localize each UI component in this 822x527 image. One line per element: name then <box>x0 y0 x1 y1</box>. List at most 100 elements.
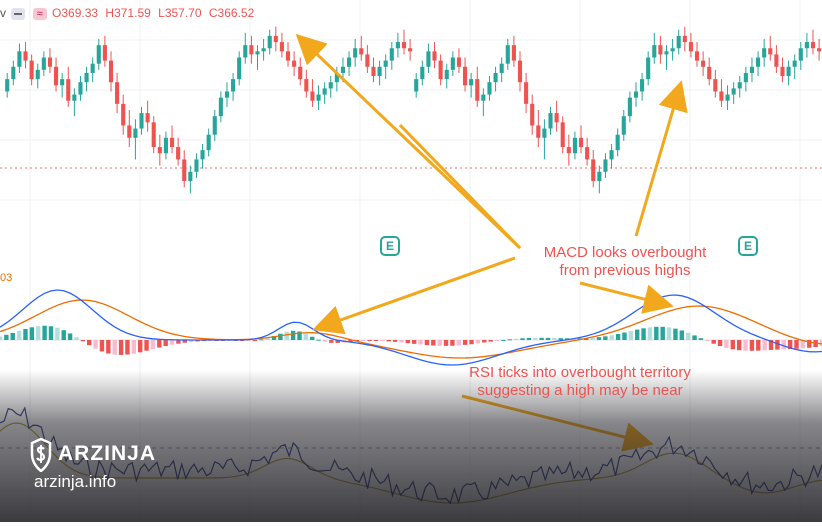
macd-histogram-bar <box>405 340 411 344</box>
candle-body <box>798 48 803 61</box>
macd-histogram-bar <box>488 340 493 342</box>
candle-body <box>395 42 400 49</box>
macd-histogram-bar <box>367 340 372 341</box>
macd-histogram-bar <box>717 340 723 347</box>
macd-histogram-bar <box>392 340 398 342</box>
earnings-icon[interactable]: E <box>380 236 400 256</box>
macd-histogram-bar <box>807 340 812 348</box>
candle-body <box>408 48 413 52</box>
candle-body <box>591 159 596 182</box>
candle-body <box>444 69 449 80</box>
macd-histogram-bar <box>112 340 117 355</box>
candle-body <box>169 137 175 148</box>
candle-body <box>78 82 83 95</box>
macd-histogram-bar <box>482 340 487 343</box>
candle-body <box>151 122 156 148</box>
macd-histogram-bar <box>29 327 35 340</box>
candle-body <box>640 79 645 92</box>
candle-body <box>212 116 217 135</box>
macd-histogram-bar <box>730 340 735 350</box>
candle-body <box>676 35 681 49</box>
macd-histogram-bar <box>373 340 379 341</box>
candle-body <box>737 82 742 89</box>
macd-histogram-bar <box>290 330 296 340</box>
candle-body <box>53 66 59 86</box>
macd-histogram-bar <box>590 337 595 340</box>
candle-body <box>279 42 284 52</box>
macd-histogram-bar <box>399 340 404 343</box>
candle-body <box>756 57 761 67</box>
candle-body <box>261 48 266 52</box>
candle-body <box>328 82 333 89</box>
macd-histogram-bar <box>67 333 73 340</box>
macd-histogram-bar <box>609 335 614 340</box>
candle-body <box>322 88 327 95</box>
candle-body <box>817 48 822 52</box>
macd-histogram-bar <box>768 340 774 350</box>
macd-histogram-bar <box>125 340 130 355</box>
candles <box>5 26 822 194</box>
macd-histogram-bar <box>284 331 289 340</box>
rsi-annotation-line1: RSI ticks into overbought territory <box>469 364 691 381</box>
candle-body <box>603 159 608 172</box>
macd-histogram-bar <box>335 340 340 343</box>
candle-body <box>200 150 205 160</box>
candle-body <box>597 171 602 182</box>
compare-icon[interactable]: ≈ <box>32 7 47 20</box>
minimize-icon[interactable] <box>11 7 26 20</box>
macd-histogram-bar <box>418 340 423 345</box>
macd-histogram-bar <box>756 340 761 351</box>
macd-histogram-bar <box>259 339 264 341</box>
candle-body <box>231 79 236 92</box>
macd-histogram-bar <box>48 326 54 340</box>
macd-histogram-bar <box>278 333 283 340</box>
macd-histogram-bar <box>169 340 175 345</box>
candle-body <box>566 147 571 154</box>
arrow-to-macd-recent-high <box>579 281 674 314</box>
candle-body <box>414 79 419 92</box>
macd-histogram-bar <box>176 340 181 344</box>
candle-body <box>371 66 376 77</box>
macd-histogram-bar <box>182 340 187 343</box>
candle-body <box>481 94 486 101</box>
macd-histogram-bar <box>462 340 468 345</box>
macd-histogram-bar <box>641 328 646 340</box>
macd-histogram-bar <box>533 337 538 340</box>
macd-histogram-bar <box>265 338 270 340</box>
candle-body <box>536 125 541 138</box>
macd-histogram-bar <box>106 340 111 354</box>
macd-histogram-bar <box>195 340 200 342</box>
candle-body <box>615 134 620 151</box>
macd-histogram-bar <box>4 334 9 340</box>
candle-body <box>310 91 315 101</box>
macd-histogram-bar <box>800 340 806 349</box>
candle-body <box>66 79 71 101</box>
macd-histogram-bar <box>99 340 105 352</box>
arrow-to-price-high <box>295 33 522 250</box>
macd-histogram-bar <box>615 333 621 340</box>
macd-histogram-bar <box>0 336 3 340</box>
macd-histogram-bar <box>698 338 704 340</box>
candle-body <box>108 60 114 83</box>
macd-histogram-bar <box>348 340 353 343</box>
candle-body <box>530 103 535 126</box>
candle-body <box>572 137 577 154</box>
macd-histogram-bar <box>316 339 321 341</box>
brand-url[interactable]: arzinja.info <box>34 472 117 491</box>
macd-annotation-line1: MACD looks overbought <box>543 244 707 261</box>
candle-body <box>652 45 657 58</box>
macd-histogram-bar <box>239 340 245 341</box>
ohlc-legend: v ≈ O369.33 H371.59 L357.70 C366.52 <box>0 6 258 20</box>
macd-histogram-bar <box>61 330 66 340</box>
macd-histogram-bar <box>762 340 767 351</box>
candle-body <box>725 94 730 101</box>
symbol-fragment: v <box>0 6 6 20</box>
macd-histogram-bar <box>310 336 315 340</box>
earnings-icon[interactable]: E <box>738 236 758 256</box>
macd-histogram-bar <box>16 330 22 340</box>
candle-body <box>438 60 443 80</box>
candle-body <box>609 150 614 160</box>
macd-histogram-bar <box>787 340 793 350</box>
macd-histogram-bar <box>144 340 149 351</box>
macd-histogram-bar <box>23 328 28 340</box>
